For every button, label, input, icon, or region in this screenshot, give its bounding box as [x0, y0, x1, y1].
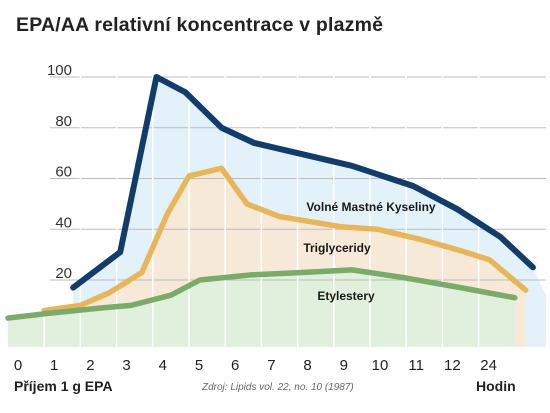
x-tick-label: 11 — [408, 357, 424, 374]
x-tick-label: 24 — [480, 357, 497, 374]
x-tick-label: 5 — [195, 357, 203, 374]
x-tick-label: 7 — [267, 357, 275, 374]
series-labels: Volné Mastné Kyseliny Triglyceridy Etylest… — [303, 200, 436, 303]
series-lines — [5, 74, 536, 321]
x-tick-label: 8 — [303, 357, 311, 374]
x-axis-ticks: 0 1 2 3 4 5 6 7 8 9 10 11 12 24 — [14, 357, 497, 374]
y-tick-label: 60 — [55, 164, 72, 181]
intake-label: Příjem 1 g EPA — [14, 378, 113, 394]
chart-title: EPA/AA relativní koncentrace v plazmě — [16, 14, 384, 36]
x-tick-label: 3 — [122, 357, 130, 374]
x-tick-label: 1 — [50, 357, 58, 374]
x-tick-label: 4 — [159, 357, 167, 374]
series-label: Etylestery — [317, 289, 375, 303]
y-axis-ticks: 20 40 60 80 100 — [47, 62, 72, 282]
x-tick-label: 12 — [444, 357, 461, 374]
y-tick-label: 20 — [55, 265, 72, 282]
y-tick-label: 40 — [55, 214, 72, 231]
x-tick-label: 10 — [372, 357, 389, 374]
source-note: Zdroj: Lipids vol. 22, no. 10 (1987) — [202, 382, 354, 393]
y-tick-label: 80 — [55, 113, 72, 130]
x-tick-label: 2 — [86, 357, 94, 374]
series-line-1 — [70, 74, 536, 291]
x-tick-label: 9 — [340, 357, 348, 374]
series-label: Volné Mastné Kyseliny — [306, 200, 435, 214]
x-axis-unit: Hodin — [476, 378, 516, 394]
x-tick-label: 0 — [14, 357, 22, 374]
series-line-3 — [5, 267, 518, 321]
series-line-2 — [41, 165, 529, 314]
y-tick-label: 100 — [47, 62, 72, 79]
x-tick-label: 6 — [231, 357, 239, 374]
series-label: Triglyceridy — [303, 241, 371, 255]
